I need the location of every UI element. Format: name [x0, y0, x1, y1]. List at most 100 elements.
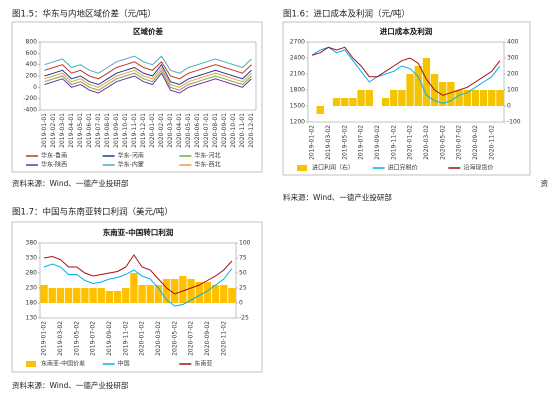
x-tick-label: 2020-04-01 [176, 113, 183, 148]
bar [414, 66, 422, 106]
x-tick-label: 2019-08-01 [104, 113, 111, 148]
x-tick-label: 2019-07-02 [90, 321, 97, 356]
legend-label: 华东-西北 [194, 161, 220, 169]
source: 资料来源：Wind、一德产业投研部 [12, 380, 129, 390]
bar [228, 288, 236, 303]
x-tick-label: 2019-07-01 [95, 113, 102, 148]
x-tick-label: 2020-06-01 [194, 113, 201, 148]
y-tick-label: 180 [26, 300, 38, 307]
y-tick-label: 1200 [290, 119, 305, 126]
caption: 图1.7：中国与东南亚转口利润（美元/吨） [12, 207, 173, 218]
y2-tick-label: 300 [507, 55, 519, 62]
line [44, 66, 252, 88]
x-tick-label: 2020-07-01 [203, 113, 210, 148]
x-tick-label: 2020-01-02 [139, 321, 146, 356]
x-tick-label: 2020-09-02 [204, 321, 211, 356]
y-tick-label: 0 [33, 84, 37, 91]
x-tick-label: 2019-03-01 [59, 113, 66, 148]
x-tick-label: 2019-05-01 [77, 113, 84, 148]
x-tick-label: 2019-01-02 [41, 321, 48, 356]
legend-label: 华东-河南 [118, 152, 144, 160]
source: 资 [541, 178, 549, 188]
bar [341, 98, 349, 106]
x-tick-label: 2019-06-01 [86, 113, 93, 148]
bar [146, 285, 154, 303]
x-tick-label: 2019-12-01 [140, 113, 147, 148]
y2-tick-label: 75 [239, 255, 247, 262]
x-tick-label: 2019-09-02 [106, 321, 113, 356]
bar [496, 90, 504, 106]
y-tick-label: 1800 [290, 87, 305, 94]
x-tick-label: 2020-03-02 [155, 321, 162, 356]
bar [89, 288, 97, 303]
x-tick-label: 2019-07-02 [358, 125, 365, 160]
y2-tick-label: 0 [239, 300, 243, 307]
source: 资料来源：Wind、一德产业投研部 [12, 178, 129, 188]
bar [113, 291, 122, 303]
bar [211, 285, 220, 303]
y2-tick-label: 200 [507, 71, 519, 78]
bar [130, 273, 138, 303]
y2-tick-label: 100 [239, 240, 251, 247]
chart-frame [11, 21, 263, 173]
x-tick-label: 2020-09-02 [472, 125, 479, 160]
x-tick-label: 2020-09-01 [221, 113, 228, 148]
legend-label: 沿海现货价 [463, 164, 493, 172]
x-tick-label: 2019-02-01 [50, 113, 57, 148]
y2-tick-label: 400 [507, 39, 519, 46]
x-tick-label: 2020-11-01 [239, 113, 246, 148]
y-tick-label: 280 [26, 270, 38, 277]
line [44, 55, 252, 74]
x-tick-label: 2020-12-01 [248, 113, 255, 148]
x-tick-label: 2020-02-01 [158, 113, 165, 148]
bar [171, 279, 179, 303]
y2-tick-label: -100 [507, 119, 521, 126]
line [44, 63, 252, 86]
legend-label: 东南亚-中国价差 [41, 360, 85, 368]
legend-label: 东南亚 [194, 360, 212, 368]
bar [179, 276, 187, 303]
bar [365, 90, 373, 106]
x-tick-label: 2019-10-01 [122, 113, 129, 148]
bar [64, 288, 73, 303]
x-tick-label: 2019-01-01 [41, 113, 48, 148]
bar [97, 288, 105, 303]
legend-label: 华东-陕西 [41, 161, 67, 169]
y-tick-label: 400 [26, 61, 38, 68]
line [44, 72, 252, 94]
y-tick-label: 2700 [290, 39, 305, 46]
y-tick-label: 200 [26, 73, 38, 80]
line [311, 46, 501, 104]
bar [488, 90, 496, 106]
y-tick-label: 2100 [290, 71, 305, 78]
bar [81, 288, 89, 303]
legend-label: 中国 [118, 360, 130, 368]
y-tick-label: 380 [26, 240, 38, 247]
bar [187, 279, 195, 303]
bar [122, 288, 130, 303]
line [44, 254, 233, 295]
x-tick-label: 2020-01-01 [149, 113, 156, 148]
x-tick-label: 2020-11-02 [220, 321, 227, 356]
x-tick-label: 2020-05-02 [171, 321, 178, 356]
y2-tick-label: 25 [239, 285, 247, 292]
y2-tick-label: 50 [239, 270, 247, 277]
y2-tick-label: -25 [239, 315, 249, 322]
bar [48, 288, 56, 303]
bar [105, 291, 114, 303]
legend-label: 华东-内蒙 [118, 161, 144, 169]
bar [138, 285, 146, 303]
y-tick-label: 600 [26, 50, 38, 57]
x-tick-label: 2020-08-01 [212, 113, 219, 148]
x-tick-label: 2019-03-02 [57, 321, 64, 356]
legend-swatch [297, 165, 307, 171]
x-tick-label: 2019-09-01 [113, 113, 120, 148]
x-tick-label: 2020-05-02 [439, 125, 446, 160]
y-tick-label: 2400 [290, 55, 305, 62]
bar [422, 58, 431, 106]
bar [73, 288, 81, 303]
bar [479, 90, 488, 106]
caption: 图1.6：进口成本及利润（元/吨） [283, 9, 410, 20]
bar [162, 279, 171, 303]
bar [455, 90, 463, 106]
